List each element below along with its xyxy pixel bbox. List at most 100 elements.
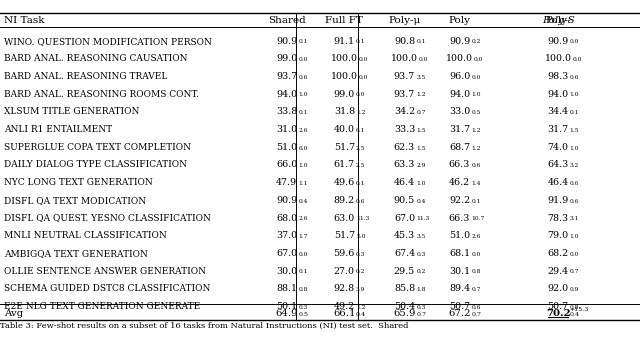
Text: 11.3: 11.3 [416, 216, 429, 221]
Text: 51.7: 51.7 [333, 143, 355, 152]
Text: 1.5: 1.5 [570, 128, 579, 133]
Text: 49.2: 49.2 [333, 302, 355, 311]
Text: 0.1: 0.1 [298, 110, 308, 115]
Text: 70.2: 70.2 [546, 309, 570, 318]
Text: 45.3: 45.3 [394, 231, 415, 240]
Text: 11.3: 11.3 [356, 216, 369, 221]
Text: 1.2: 1.2 [356, 305, 365, 310]
Text: 92.8: 92.8 [333, 284, 355, 293]
Text: 1.0: 1.0 [298, 163, 308, 168]
Text: 37.0: 37.0 [276, 231, 298, 240]
Text: 68.7: 68.7 [449, 143, 470, 152]
Text: 100.0: 100.0 [545, 54, 572, 63]
Text: 29.4: 29.4 [547, 267, 569, 275]
Text: 94.0: 94.0 [449, 90, 470, 99]
Text: 3.5: 3.5 [416, 75, 426, 80]
Text: 1.2: 1.2 [471, 146, 481, 151]
Text: 46.4: 46.4 [547, 178, 569, 187]
Text: 31.7: 31.7 [449, 125, 470, 134]
Text: 0.4: 0.4 [570, 312, 580, 317]
Text: 0.6: 0.6 [471, 163, 481, 168]
Text: 1.0: 1.0 [570, 92, 579, 98]
Text: Poly-S: Poly-S [541, 16, 575, 25]
Text: 2.6: 2.6 [298, 128, 308, 133]
Text: 100.0: 100.0 [391, 54, 418, 63]
Text: 1.0: 1.0 [471, 92, 481, 98]
Text: 0.0: 0.0 [471, 75, 481, 80]
Text: 33.8: 33.8 [276, 107, 298, 116]
Text: 2.6: 2.6 [298, 216, 308, 221]
Text: 68.2: 68.2 [547, 249, 569, 258]
Text: 34.2: 34.2 [394, 107, 415, 116]
Text: 64.9: 64.9 [275, 309, 298, 318]
Text: 85.8: 85.8 [394, 284, 415, 293]
Text: Avg: Avg [4, 309, 24, 318]
Text: 89.4: 89.4 [449, 284, 470, 293]
Text: Poly-μ: Poly-μ [388, 16, 420, 25]
Text: 0.6: 0.6 [471, 305, 481, 310]
Text: 0.6: 0.6 [570, 75, 579, 80]
Text: 0.7: 0.7 [416, 110, 426, 115]
Text: 0.5: 0.5 [298, 312, 308, 317]
Text: 91.1: 91.1 [333, 37, 355, 46]
Text: 34.4: 34.4 [547, 107, 569, 116]
Text: 68.0: 68.0 [276, 214, 298, 222]
Text: 0.1: 0.1 [471, 199, 481, 204]
Text: Poly: Poly [449, 16, 470, 25]
Text: 1.0: 1.0 [298, 92, 308, 98]
Text: 1.5: 1.5 [416, 128, 426, 133]
Text: 5.0: 5.0 [356, 234, 365, 239]
Text: ANLI R1 ENTAILMENT: ANLI R1 ENTAILMENT [4, 125, 113, 134]
Text: XLSUM TITLE GENERATION: XLSUM TITLE GENERATION [4, 107, 140, 116]
Text: 90.9: 90.9 [547, 37, 569, 46]
Text: 63.3: 63.3 [394, 160, 415, 169]
Text: 93.7: 93.7 [394, 90, 415, 99]
Text: DISFL QA TEXT MODICATION: DISFL QA TEXT MODICATION [4, 196, 147, 205]
Text: NYC LONG TEXT GENERATION: NYC LONG TEXT GENERATION [4, 178, 153, 187]
Text: 2.6: 2.6 [471, 234, 481, 239]
Text: 47.9: 47.9 [276, 178, 298, 187]
Text: 1.2: 1.2 [416, 92, 426, 98]
Text: MNLI NEUTRAL CLASSIFICATION: MNLI NEUTRAL CLASSIFICATION [4, 231, 167, 240]
Text: 31.7: 31.7 [547, 125, 569, 134]
Text: 63.0: 63.0 [333, 214, 355, 222]
Text: 99.0: 99.0 [333, 90, 355, 99]
Text: 40.0: 40.0 [334, 125, 355, 134]
Text: 31.8: 31.8 [333, 107, 355, 116]
Text: 0.0: 0.0 [298, 57, 308, 62]
Text: 0.2: 0.2 [416, 269, 426, 274]
Text: 0.2: 0.2 [356, 269, 365, 274]
Text: Poly-: Poly- [545, 16, 571, 25]
Text: 0.0: 0.0 [471, 252, 481, 257]
Text: 6.1: 6.1 [356, 128, 365, 133]
Text: 0.0: 0.0 [570, 39, 579, 45]
Text: 0.0: 0.0 [358, 57, 368, 62]
Text: 0.8: 0.8 [471, 269, 481, 274]
Text: 98.3: 98.3 [547, 72, 569, 81]
Text: 3.2: 3.2 [570, 163, 579, 168]
Text: 74.0: 74.0 [548, 143, 568, 152]
Text: 66.0: 66.0 [276, 160, 298, 169]
Text: 46.4: 46.4 [394, 178, 415, 187]
Text: 3.9: 3.9 [356, 287, 365, 292]
Text: 0.6: 0.6 [298, 75, 308, 80]
Text: 0.7: 0.7 [471, 287, 481, 292]
Text: BARD ANAL. REASONING CAUSATION: BARD ANAL. REASONING CAUSATION [4, 54, 188, 63]
Text: 100.0: 100.0 [331, 72, 358, 81]
Text: 0.3: 0.3 [356, 252, 365, 257]
Text: 99.0: 99.0 [276, 54, 298, 63]
Text: 67.0: 67.0 [276, 249, 298, 258]
Text: 100.0: 100.0 [331, 54, 358, 63]
Text: 6.0: 6.0 [298, 146, 308, 151]
Text: 1.0: 1.0 [570, 146, 579, 151]
Text: 0.4: 0.4 [298, 199, 308, 204]
Text: 65.9: 65.9 [394, 309, 415, 318]
Text: 62.3: 62.3 [394, 143, 415, 152]
Text: 1.0: 1.0 [416, 181, 426, 186]
Text: 66.3: 66.3 [449, 160, 470, 169]
Text: 51.0: 51.0 [276, 143, 298, 152]
Text: 67.4: 67.4 [394, 249, 415, 258]
Text: Shared: Shared [268, 16, 305, 25]
Text: 79.0: 79.0 [547, 231, 569, 240]
Text: 90.9: 90.9 [276, 196, 298, 205]
